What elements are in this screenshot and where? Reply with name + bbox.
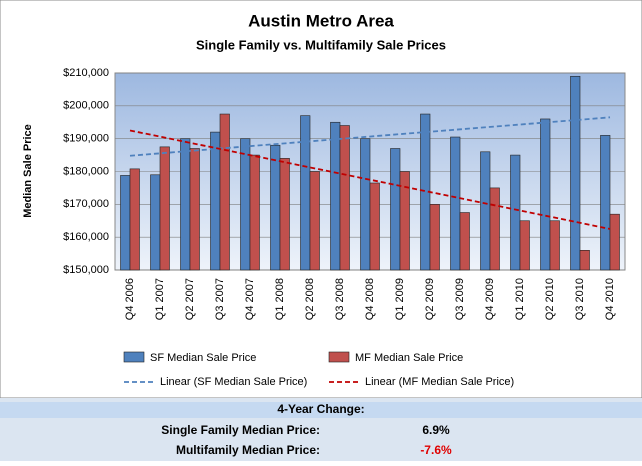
bar (390, 148, 401, 271)
bar (219, 113, 230, 271)
x-tick-label: Q2 2009 (424, 278, 436, 320)
y-tick-label: $200,000 (63, 100, 109, 112)
bar (240, 138, 251, 271)
x-tick-label: Q3 2008 (334, 278, 346, 320)
y-tick-label: $170,000 (63, 198, 109, 210)
y-tick-label: $160,000 (63, 231, 109, 243)
bar (360, 138, 371, 271)
bar (489, 187, 500, 271)
x-tick-label: Q1 2008 (274, 278, 286, 320)
x-tick-label: Q1 2009 (394, 278, 406, 320)
x-tick-label: Q2 2010 (544, 278, 556, 320)
y-tick-label: $150,000 (63, 264, 109, 276)
bar (159, 146, 170, 271)
bar (270, 144, 281, 271)
bar (309, 171, 320, 271)
y-tick-label: $180,000 (63, 165, 109, 177)
bar (549, 220, 560, 271)
bar (300, 115, 311, 271)
x-tick-label: Q2 2008 (304, 278, 316, 320)
x-tick-label: Q2 2007 (184, 278, 196, 320)
chart-subtitle: Single Family vs. Multifamily Sale Price… (196, 37, 446, 52)
legend-label: Linear (MF Median Sale Price) (365, 376, 514, 388)
bar (609, 213, 620, 271)
bar (129, 168, 140, 271)
x-tick-label: Q1 2010 (514, 278, 526, 320)
table-row-label: Multifamily Median Price: (176, 443, 320, 457)
bar (330, 121, 341, 271)
bar (579, 250, 590, 271)
table-row-value: -7.6% (420, 443, 452, 457)
bar (399, 171, 410, 271)
y-tick-label: $190,000 (63, 133, 109, 145)
x-tick-label: Q4 2010 (604, 278, 616, 320)
table-row-value: 6.9% (422, 423, 450, 437)
bar (279, 158, 290, 271)
legend-label: MF Median Sale Price (355, 352, 463, 364)
trendline (129, 129, 611, 230)
bar (450, 136, 461, 271)
x-tick-label: Q3 2007 (214, 278, 226, 320)
table-row-label: Single Family Median Price: (161, 423, 320, 437)
bar (519, 220, 530, 271)
bar (429, 204, 440, 271)
bar (210, 131, 221, 271)
table-title: 4-Year Change: (277, 402, 364, 416)
bar (480, 151, 491, 271)
legend-label: SF Median Sale Price (150, 352, 256, 364)
x-tick-label: Q4 2006 (124, 278, 136, 320)
x-tick-label: Q4 2008 (364, 278, 376, 320)
bar (600, 135, 611, 271)
x-tick-label: Q4 2009 (484, 278, 496, 320)
bar (249, 154, 260, 271)
bar (369, 182, 380, 271)
x-tick-label: Q4 2007 (244, 278, 256, 320)
bar (189, 148, 200, 271)
trendline (129, 116, 611, 157)
legend-swatch (123, 351, 145, 363)
bar (339, 125, 350, 271)
bar (180, 138, 191, 271)
x-tick-label: Q3 2010 (574, 278, 586, 320)
y-axis-label: Median Sale Price (22, 124, 34, 218)
y-tick-label: $210,000 (63, 67, 109, 79)
x-tick-label: Q1 2007 (154, 278, 166, 320)
legend-swatch (328, 351, 350, 363)
bar (510, 154, 521, 271)
chart-title: Austin Metro Area (248, 11, 394, 30)
bar (150, 174, 161, 271)
bar (459, 212, 470, 271)
x-tick-label: Q3 2009 (454, 278, 466, 320)
bar (570, 75, 581, 271)
table-header-bg (0, 402, 642, 418)
bar (540, 118, 551, 271)
bar (120, 175, 131, 271)
legend-label: Linear (SF Median Sale Price) (160, 376, 307, 388)
